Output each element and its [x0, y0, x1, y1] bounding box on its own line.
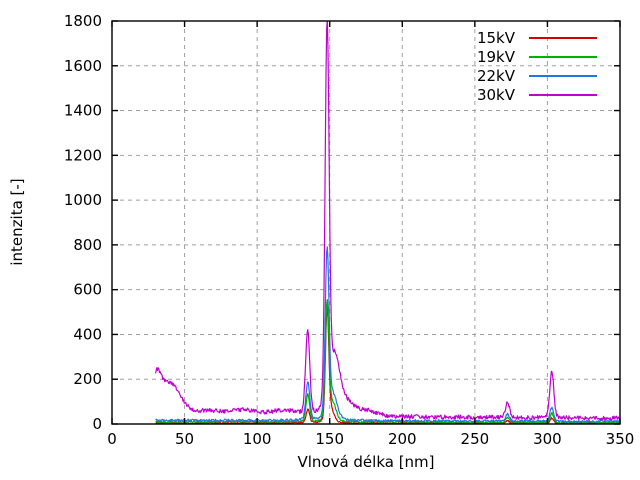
x-tick-label: 300: [533, 430, 562, 448]
x-tick-label: 0: [107, 430, 117, 448]
y-axis-title: intenzita [-]: [8, 178, 26, 265]
plot-frame: [111, 20, 621, 425]
x-tick-label: 200: [388, 430, 417, 448]
legend-label-15kv: 15kV: [477, 29, 516, 47]
y-tick-label: 600: [73, 281, 102, 299]
x-tick-label: 250: [461, 430, 490, 448]
plot-border: [111, 20, 621, 425]
y-tick-label: 1800: [64, 12, 102, 30]
y-tick-label: 1200: [64, 146, 102, 164]
x-tick-label: 150: [315, 430, 344, 448]
series-line-30kv: [154, 21, 620, 421]
y-tick-label: 1000: [64, 191, 102, 209]
y-tick-label: 1600: [64, 57, 102, 75]
legend-label-22kv: 22kV: [477, 67, 516, 85]
x-axis-title: Vlnová délka [nm]: [297, 453, 434, 471]
x-tick-label: 50: [175, 430, 194, 448]
y-tick-label: 0: [92, 415, 102, 433]
y-tick-label: 1400: [64, 102, 102, 120]
legend-label-30kv: 30kV: [477, 86, 516, 104]
axis-ticks: [111, 20, 621, 425]
y-tick-label: 400: [73, 325, 102, 343]
gridlines: [112, 20, 620, 425]
y-tick-label: 200: [73, 370, 102, 388]
x-tick-label: 100: [243, 430, 272, 448]
series-line-22kv: [155, 246, 620, 423]
x-tick-labels: 0 50 100 150 200 250 300 350: [107, 430, 634, 448]
data-curves: [154, 21, 620, 424]
legend-label-19kv: 19kV: [477, 48, 516, 66]
y-tick-labels: 0 200 400 600 800 1000 1200 1400 1600 1800: [64, 12, 102, 433]
y-tick-label: 800: [73, 236, 102, 254]
x-tick-label: 350: [606, 430, 635, 448]
